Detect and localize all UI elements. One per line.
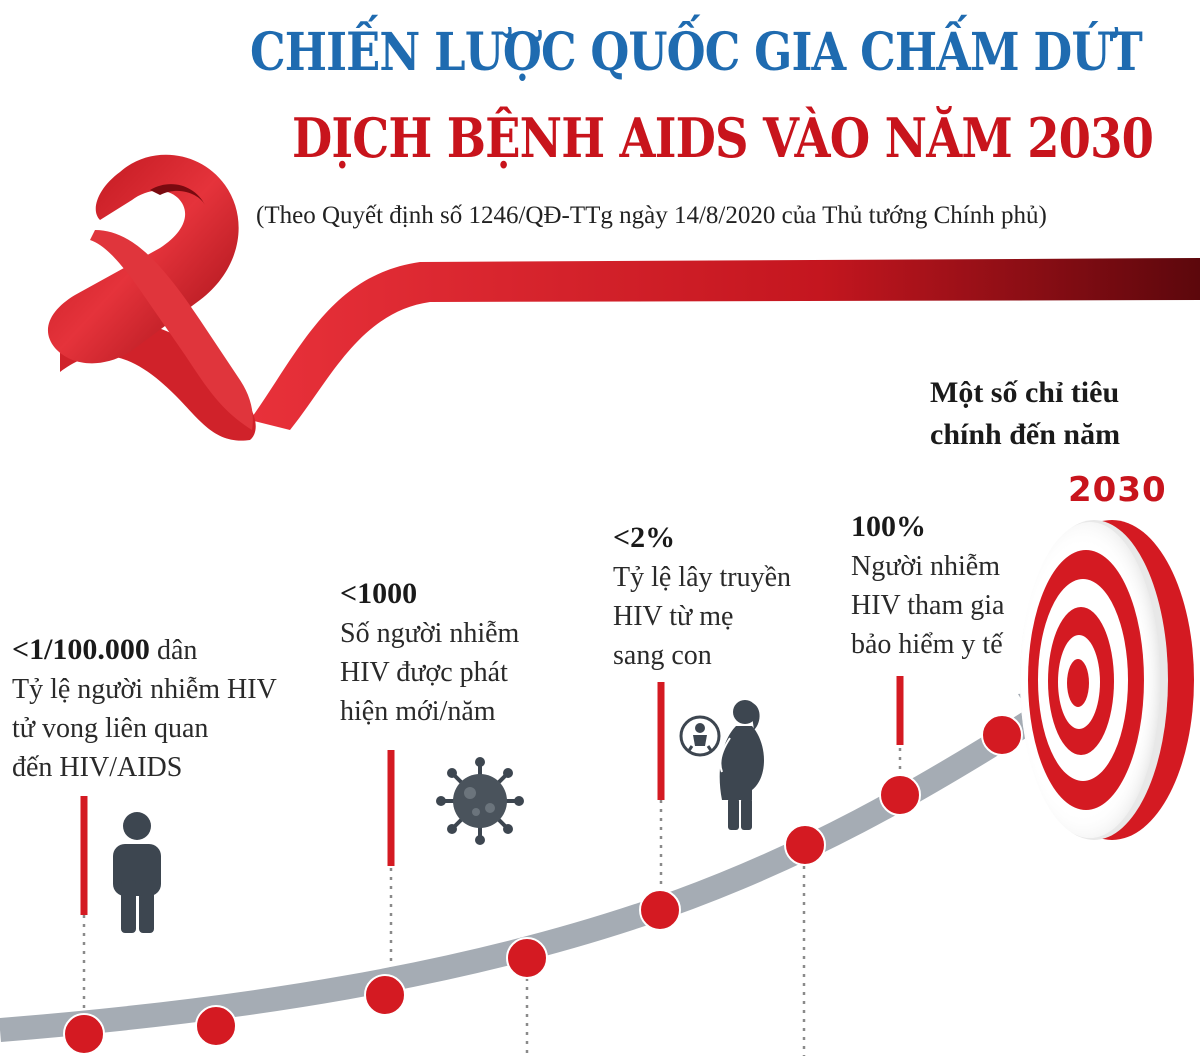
- page-subtitle: (Theo Quyết định số 1246/QĐ-TTg ngày 14/…: [256, 202, 1047, 229]
- target-new-infections: <1000 Số người nhiễm HIV được phát hiện …: [340, 574, 519, 731]
- target-health-insurance: 100% Người nhiễm HIV tham gia bảo hiểm y…: [851, 507, 1004, 664]
- target-desc-line: đến HIV/AIDS: [12, 752, 183, 783]
- target-desc-line: tử vong liên quan: [12, 713, 209, 744]
- pregnant-woman-icon: [679, 700, 764, 830]
- goals-year: 2030: [1068, 470, 1167, 510]
- target-desc-line: HIV được phát: [340, 657, 508, 688]
- target-mother-to-child: <2% Tỷ lệ lây truyền HIV từ mẹ sang con: [613, 518, 791, 675]
- target-desc-line: Số người nhiễm: [340, 618, 520, 649]
- target-desc-line: HIV từ mẹ: [613, 601, 734, 632]
- target-unit: dân: [149, 635, 198, 666]
- target-value: <2%: [613, 521, 676, 554]
- ribbon-band: [250, 258, 1200, 430]
- target-value: <1/100.000: [12, 633, 150, 666]
- target-desc-line: Người nhiễm: [851, 551, 1000, 582]
- ribbon-cross: [90, 230, 253, 430]
- person-icon: [113, 812, 161, 933]
- milestone-dots: [63, 714, 1023, 1055]
- target-desc-line: HIV tham gia: [851, 590, 1005, 621]
- page-title-line1: CHIẾN LƯỢC QUỐC GIA CHẤM DỨT: [250, 22, 1143, 83]
- target-hiv-deaths: <1/100.000 dân Tỷ lệ người nhiễm HIV tử …: [12, 630, 277, 787]
- target-desc-line: hiện mới/năm: [340, 696, 496, 727]
- goals-heading: Một số chỉ tiêu chính đến năm: [930, 372, 1120, 456]
- goals-heading-line1: Một số chỉ tiêu: [930, 376, 1120, 409]
- goals-heading-line2: chính đến năm: [930, 418, 1121, 451]
- target-desc-line: Tỷ lệ người nhiễm HIV: [12, 674, 277, 705]
- dartboard-target-icon: [1020, 520, 1194, 840]
- target-value: 100%: [851, 510, 926, 543]
- target-desc-line: bảo hiểm y tế: [851, 629, 1003, 660]
- timeline-marker-bars: [80, 676, 904, 915]
- target-desc-line: Tỷ lệ lây truyền: [613, 562, 792, 593]
- page-title-line2: DỊCH BỆNH AIDS VÀO NĂM 2030: [292, 106, 1154, 170]
- virus-icon: [436, 757, 524, 845]
- target-value: <1000: [340, 577, 418, 610]
- target-desc-line: sang con: [613, 640, 712, 671]
